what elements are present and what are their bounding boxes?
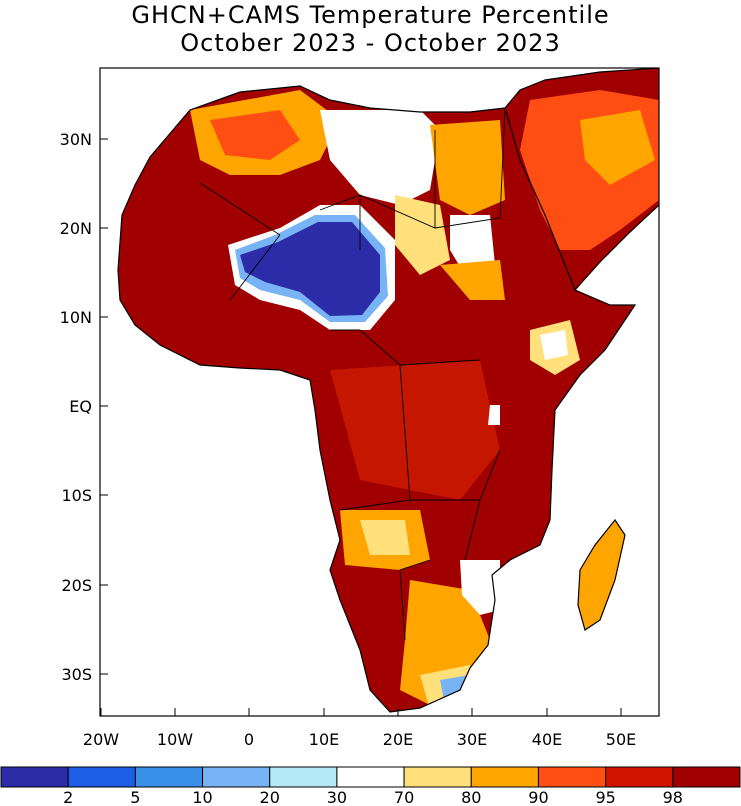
shade-angola-yellow (360, 520, 410, 555)
lon-tick-labels: 20W 10W 0 10E 20E 30E 40E 50E (83, 730, 636, 749)
lon-tick-marks (100, 708, 622, 716)
lon-label-20w: 20W (83, 730, 119, 749)
lon-label-40e: 40E (532, 730, 562, 749)
colorbar-swatch (672, 766, 741, 788)
percentile-shading (118, 68, 659, 712)
lon-label-30e: 30E (457, 730, 487, 749)
colorbar-label: 2 (63, 788, 73, 806)
colorbar-swatch (67, 766, 136, 788)
shade-sudan-orange (440, 260, 505, 300)
colorbar-swatch (202, 766, 271, 788)
coastlines (117, 68, 659, 713)
colorbar-swatch (0, 766, 69, 788)
lat-label-20s: 20S (61, 576, 92, 595)
lat-tick-marks (100, 138, 108, 675)
colorbar-swatch (470, 766, 539, 788)
shade-chad-yellow (395, 195, 450, 275)
lat-label-20n: 20N (60, 219, 92, 238)
colorbar-label: 95 (595, 788, 615, 806)
colorbar-swatch (605, 766, 674, 788)
lon-label-0: 0 (244, 730, 254, 749)
madagascar-coast (577, 518, 626, 631)
colorbar-label: 90 (528, 788, 548, 806)
lon-label-10w: 10W (157, 730, 193, 749)
colorbar-label: 98 (663, 788, 683, 806)
lon-label-50e: 50E (606, 730, 636, 749)
lat-label-30n: 30N (60, 130, 92, 149)
map-title-line-1: GHCN+CAMS Temperature Percentile (131, 1, 610, 29)
shade-northwest-red (210, 110, 300, 160)
map-frame (99, 67, 660, 717)
colorbar-label: 5 (130, 788, 140, 806)
colorbar-label: 80 (461, 788, 481, 806)
colorbar-swatch (403, 766, 472, 788)
lat-tick-labels: 30N 20N 10N EQ 10S 20S 30S (60, 130, 92, 684)
shade-central-red (330, 360, 500, 500)
shade-sudan-white (450, 215, 495, 275)
shade-libya-white (320, 110, 440, 205)
colorbar-swatch (134, 766, 204, 788)
colorbar-swatch (269, 766, 338, 788)
lat-label-10s: 10S (61, 486, 92, 505)
colorbar-label: 30 (327, 788, 347, 806)
lat-label-eq: EQ (69, 397, 92, 416)
lat-label-10n: 10N (60, 308, 92, 327)
lon-label-10e: 10E (309, 730, 339, 749)
map-title-line-2: October 2023 - October 2023 (180, 29, 561, 57)
shade-arabia-orange (580, 110, 655, 185)
lat-label-30s: 30S (61, 665, 92, 684)
colorbar-label: 20 (260, 788, 280, 806)
shade-ethiopia-white (540, 330, 568, 360)
country-borders (199, 109, 506, 641)
red-sea-coast (504, 107, 576, 291)
lon-label-20e: 20E (383, 730, 413, 749)
colorbar: 2 5 10 20 30 70 80 90 95 98 (0, 766, 741, 806)
madagascar-shading (578, 520, 625, 630)
colorbar-label: 10 (192, 788, 212, 806)
colorbar-swatch (537, 766, 607, 788)
lake-victoria (488, 405, 500, 425)
shade-egypt-orange (430, 120, 505, 215)
colorbar-label: 70 (394, 788, 414, 806)
shade-mozambique-white (460, 560, 500, 615)
colorbar-swatch (336, 766, 405, 788)
shade-sahel-blue (240, 222, 380, 316)
